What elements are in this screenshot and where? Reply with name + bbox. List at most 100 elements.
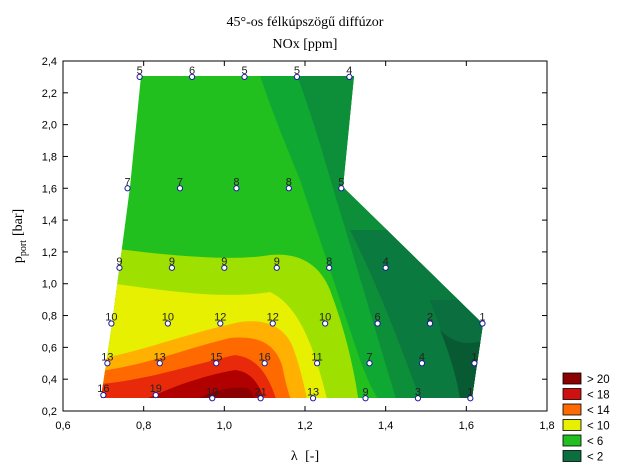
- data-point-marker: [213, 360, 220, 367]
- data-point-marker: [322, 320, 329, 327]
- y-axis-label: pport [bar]: [11, 209, 29, 263]
- legend-swatch: [562, 403, 582, 416]
- data-point-marker: [209, 395, 216, 402]
- x-tick-label: 0,6: [55, 420, 70, 432]
- data-point-label: 4: [419, 351, 425, 363]
- data-point-marker: [104, 360, 111, 367]
- legend-swatch: [562, 450, 582, 462]
- data-point-marker: [366, 360, 373, 367]
- data-point-marker: [257, 395, 264, 402]
- x-axis-label: λ [-]: [291, 449, 319, 464]
- data-point-marker: [100, 391, 107, 399]
- y-tick-label: 1,2: [42, 247, 57, 259]
- data-point-label: 10: [319, 312, 331, 324]
- data-point-label: 2: [427, 312, 433, 324]
- legend-label: < 2: [587, 452, 603, 464]
- data-point-marker: [273, 264, 280, 271]
- data-point-label: 1: [479, 312, 485, 324]
- data-point-marker: [374, 320, 381, 327]
- data-point-marker: [309, 395, 317, 402]
- data-point-marker: [164, 320, 171, 327]
- y-axis-label-sub: port: [18, 240, 29, 256]
- data-point-label: 11: [311, 351, 322, 363]
- y-tick-label: 0,6: [42, 342, 57, 354]
- x-axis-label-symbol: λ: [291, 449, 298, 464]
- data-point-marker: [471, 360, 478, 367]
- data-point-label: 7: [124, 176, 130, 188]
- data-point-marker: [418, 360, 426, 367]
- data-point-label: 7: [366, 351, 372, 363]
- data-point-label: 6: [189, 65, 195, 77]
- data-point-marker: [108, 320, 115, 327]
- data-point-marker: [338, 185, 345, 192]
- legend-label: < 10: [587, 421, 610, 433]
- y-tick-label: 2,4: [42, 56, 57, 68]
- data-point-marker: [156, 360, 163, 367]
- legend-swatch: [562, 372, 582, 385]
- x-tick-label: 1,0: [217, 420, 232, 432]
- y-axis-label-unit: [bar]: [11, 209, 26, 236]
- data-point-marker: [116, 264, 123, 271]
- legend-label: > 20: [587, 374, 610, 386]
- data-point-label: 9: [221, 256, 227, 268]
- data-point-label: 13: [307, 386, 319, 398]
- data-point-label: 5: [338, 176, 344, 188]
- data-point-label: 12: [267, 312, 279, 324]
- data-point-marker: [136, 73, 143, 81]
- data-point-label: 13: [154, 351, 166, 363]
- data-point-label: 10: [105, 312, 117, 324]
- y-tick-label: 1,0: [42, 279, 57, 291]
- chart-subtitle: NOx [ppm]: [273, 37, 338, 52]
- data-point-label: 8: [233, 176, 239, 188]
- data-point-label: 3: [415, 386, 421, 398]
- data-point-marker: [293, 73, 301, 81]
- data-point-marker: [261, 360, 268, 367]
- data-point-label: 1: [467, 386, 473, 398]
- data-point-label: 9: [362, 386, 368, 398]
- data-points: 16 19 19 21 13 9 3 113 13 15 16 11 7 4 110 10 12 12 10 6 2 19…: [97, 65, 486, 402]
- data-point-label: 15: [210, 351, 222, 363]
- legend-swatch: [562, 388, 582, 400]
- data-point-marker: [269, 320, 276, 327]
- data-point-marker: [217, 320, 224, 327]
- data-point-marker: [124, 185, 131, 192]
- legend-label: < 6: [587, 436, 603, 448]
- data-point-marker: [346, 73, 353, 81]
- data-point-label: 5: [294, 65, 300, 77]
- data-point-label: 9: [169, 256, 175, 268]
- data-point-label: 5: [137, 65, 143, 77]
- legend: > 20 < 18 < 14 < 10 < 6 < 2: [562, 372, 610, 464]
- x-tick-label: 0,8: [136, 420, 151, 432]
- y-tick-label: 2,2: [42, 88, 57, 100]
- data-point-label: 10: [162, 312, 174, 324]
- data-point-label: 8: [326, 256, 332, 268]
- data-point-marker: [362, 395, 369, 402]
- chart-title: 45°-os félkúpszögű diffúzor: [227, 15, 384, 30]
- data-point-label: 12: [214, 312, 226, 324]
- data-point-label: 13: [101, 351, 113, 363]
- data-point-label: 5: [241, 65, 247, 77]
- data-point-marker: [467, 395, 474, 402]
- data-point-label: 21: [255, 386, 267, 398]
- data-point-label: 19: [206, 386, 218, 398]
- y-tick-label: 0,8: [42, 311, 57, 323]
- legend-label: < 18: [587, 390, 610, 402]
- data-point-marker: [188, 73, 196, 81]
- data-point-label: 4: [346, 65, 352, 77]
- data-point-marker: [479, 320, 486, 327]
- data-point-marker: [414, 395, 422, 402]
- data-point-label: 16: [259, 351, 271, 363]
- data-point-label: 8: [286, 176, 292, 188]
- data-point-marker: [326, 264, 333, 271]
- y-tick-label: 1,8: [42, 151, 57, 163]
- data-point-marker: [241, 73, 248, 81]
- data-point-marker: [285, 185, 292, 192]
- data-point-label: 1: [471, 351, 477, 363]
- data-point-label: 4: [383, 256, 389, 268]
- x-axis-label-unit: [-]: [305, 449, 319, 464]
- data-point-marker: [168, 264, 175, 271]
- y-axis-label-symbol: p: [11, 256, 26, 263]
- data-point-marker: [314, 360, 321, 367]
- data-point-label: 19: [150, 383, 162, 395]
